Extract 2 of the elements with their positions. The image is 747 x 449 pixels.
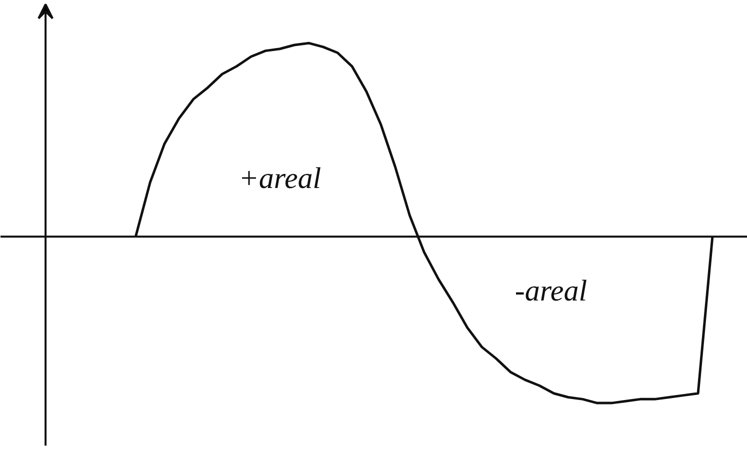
annotation: -areal bbox=[514, 274, 588, 308]
annotation: +areal bbox=[238, 162, 322, 196]
